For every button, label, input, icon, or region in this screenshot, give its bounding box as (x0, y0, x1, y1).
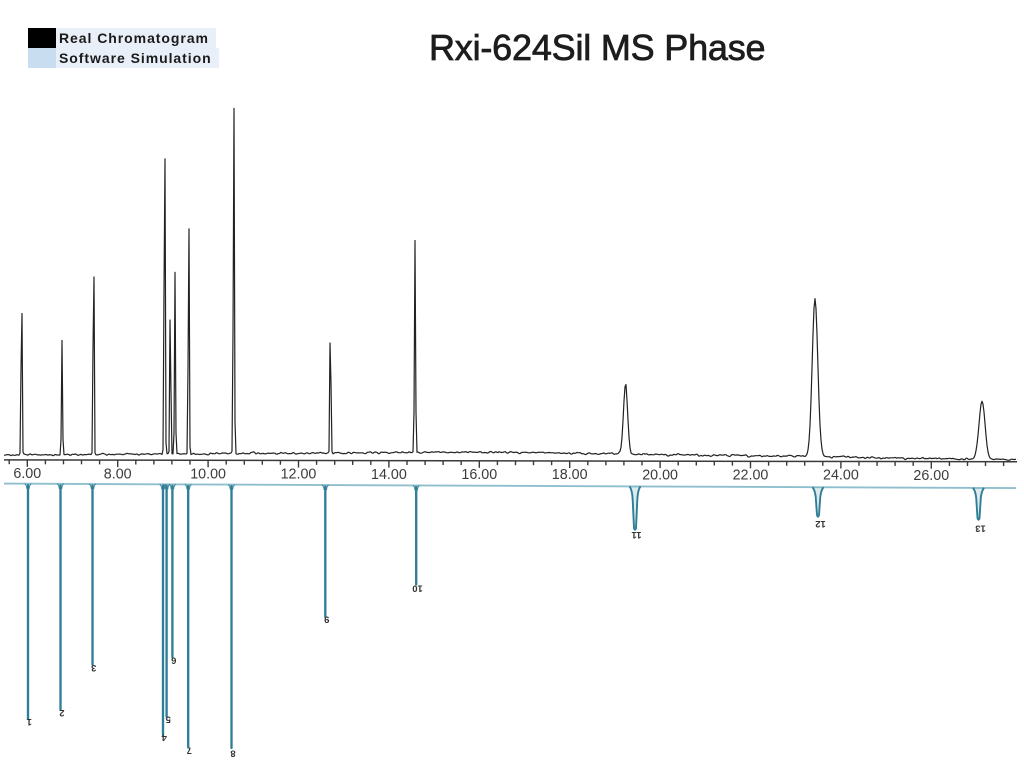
svg-text:7: 7 (187, 746, 192, 757)
svg-text:22.00: 22.00 (733, 468, 769, 484)
svg-text:18.00: 18.00 (552, 467, 588, 483)
svg-text:11: 11 (632, 530, 642, 541)
svg-text:24.00: 24.00 (823, 468, 859, 484)
svg-text:12.00: 12.00 (281, 467, 317, 483)
svg-text:9: 9 (324, 615, 329, 626)
svg-text:10: 10 (412, 584, 422, 595)
svg-text:6: 6 (171, 656, 176, 667)
svg-text:20.00: 20.00 (642, 467, 678, 483)
svg-text:3: 3 (91, 663, 96, 674)
svg-text:14.00: 14.00 (371, 467, 407, 483)
svg-text:13: 13 (975, 524, 985, 535)
svg-text:5: 5 (166, 715, 171, 726)
svg-text:4: 4 (161, 733, 167, 744)
svg-text:26.00: 26.00 (913, 468, 949, 484)
svg-text:16.00: 16.00 (461, 467, 497, 483)
svg-text:2: 2 (59, 708, 64, 719)
svg-text:10.00: 10.00 (190, 467, 226, 483)
svg-text:8.00: 8.00 (104, 466, 132, 482)
svg-text:12: 12 (815, 519, 825, 530)
svg-text:8: 8 (230, 749, 235, 760)
svg-text:6.00: 6.00 (13, 466, 41, 482)
svg-text:1: 1 (27, 717, 32, 728)
